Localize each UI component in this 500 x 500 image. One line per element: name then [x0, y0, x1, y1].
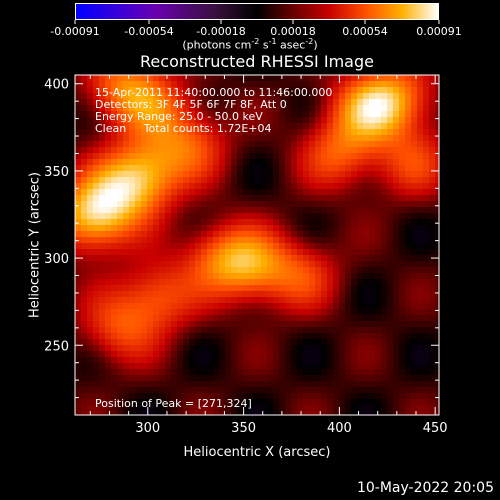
colorbar-tick-label: -0.00091: [50, 25, 99, 38]
x-axis-label: Heliocentric X (arcsec): [183, 445, 331, 460]
footer-timestamp: 10-May-2022 20:05: [356, 480, 494, 496]
x-tick-label: 300: [135, 421, 160, 436]
y-tick-label: 250: [44, 339, 69, 354]
annotation-detectors: Detectors: 3F 4F 5F 6F 7F 8F, Att 0: [95, 98, 287, 111]
annotation-block: 15-Apr-2011 11:40:00.000 to 11:46:00.000…: [95, 87, 332, 135]
annotation-counts: Clean Total counts: 1.72E+04: [95, 122, 272, 135]
peak-label: Position of Peak = [271,324]: [95, 397, 252, 410]
x-tick-label: 400: [327, 421, 352, 436]
colorbar-unit-label: (photons cm-2 s-1 asec-2): [182, 37, 318, 52]
y-axis-label: Heliocentric Y (arcsec): [27, 172, 43, 318]
chart-title: Reconstructed RHESSI Image: [140, 52, 374, 71]
y-tick-label: 400: [44, 78, 69, 93]
colorbar-tick-label: -0.00054: [124, 25, 173, 38]
colorbar-tick-label: 0.00018: [270, 25, 316, 38]
colorbar-axis: -0.00091 -0.00054 -0.00018 0.00018 0.00054 0.…: [50, 20, 462, 38]
x-tick-label: 450: [423, 421, 448, 436]
annotation-time: 15-Apr-2011 11:40:00.000 to 11:46:00.000: [95, 86, 333, 99]
y-tick-label: 300: [44, 252, 69, 267]
colorbar-tick-label: 0.00054: [342, 25, 388, 38]
y-tick-label: 350: [44, 165, 69, 180]
x-tick-label: 350: [231, 421, 256, 436]
colorbar: [75, 3, 439, 20]
colorbar-tick-label: -0.00018: [196, 25, 245, 38]
colorbar-tick-label: 0.00091: [416, 25, 462, 38]
annotation-energy: Energy Range: 25.0 - 50.0 keV: [95, 110, 263, 123]
